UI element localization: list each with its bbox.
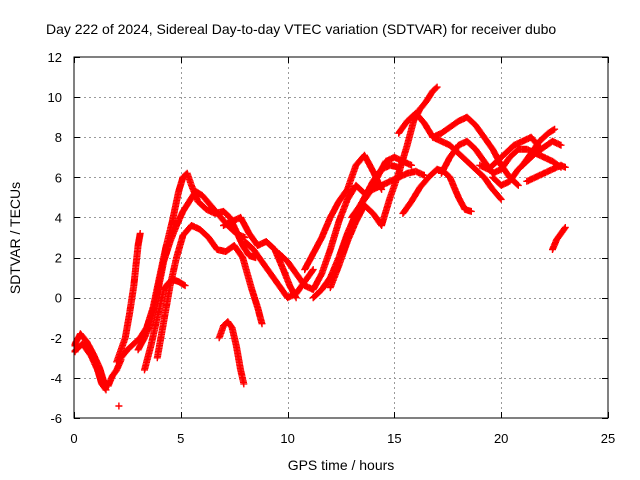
- series-track-2: [71, 340, 110, 394]
- plus-markers: [476, 133, 544, 173]
- series-track-4: [115, 402, 123, 410]
- series-track-25: [523, 161, 569, 185]
- y-tick-label: 2: [55, 251, 62, 266]
- y-axis-label: SDTVAR / TECUs: [7, 182, 23, 294]
- y-tick-label: -4: [50, 371, 62, 386]
- y-tick-label: 8: [55, 130, 62, 145]
- plus-markers: [115, 402, 123, 410]
- series-track-8: [153, 222, 266, 362]
- series-track-11: [241, 238, 317, 302]
- plus-markers: [326, 169, 403, 292]
- y-tick-label: -6: [50, 411, 62, 426]
- x-tick-label: 0: [70, 431, 77, 446]
- x-tick-label: 10: [280, 431, 294, 446]
- series-track-17: [395, 83, 441, 177]
- x-axis-label: GPS time / hours: [288, 457, 395, 473]
- y-tick-label: 10: [48, 90, 62, 105]
- data-points: [71, 83, 569, 410]
- x-tick-label: 15: [387, 431, 401, 446]
- series-track-26: [549, 224, 569, 253]
- x-tick-label: 25: [601, 431, 615, 446]
- series-track-10: [220, 213, 300, 302]
- y-tick-label: 6: [55, 170, 62, 185]
- plus-markers: [437, 137, 565, 177]
- series-track-21: [437, 137, 565, 177]
- plus-markers: [71, 340, 110, 394]
- plus-markers: [519, 125, 559, 169]
- chart-grid: [74, 57, 608, 418]
- series-track-9: [215, 318, 248, 388]
- plus-markers: [241, 238, 317, 302]
- series-track-13: [301, 151, 386, 274]
- plus-markers: [113, 230, 144, 366]
- series-track-22: [476, 133, 544, 173]
- y-tick-labels: -6 -4 -2 0 2 4 6 8 10 12: [48, 50, 62, 426]
- y-tick-label: 0: [55, 291, 62, 306]
- y-tick-label: -2: [50, 331, 62, 346]
- series-track-3: [113, 230, 144, 366]
- y-tick-label: 4: [55, 210, 62, 225]
- plot-frame: [73, 56, 609, 419]
- x-tick-label: 5: [177, 431, 184, 446]
- plus-markers: [549, 224, 569, 253]
- x-tick-label: 20: [494, 431, 508, 446]
- plus-markers: [215, 318, 248, 388]
- y-tick-label: 12: [48, 50, 62, 65]
- plus-markers: [301, 151, 386, 274]
- chart-title: Day 222 of 2024, Sidereal Day-to-day VTE…: [46, 21, 556, 37]
- axis-ticks: [74, 57, 609, 419]
- plus-markers: [220, 213, 300, 302]
- plus-markers: [523, 161, 569, 185]
- series-track-15: [326, 169, 403, 292]
- plus-markers: [153, 222, 266, 362]
- plus-markers: [395, 83, 441, 177]
- series-track-24: [519, 125, 559, 169]
- x-tick-labels: 0 5 10 15 20 25: [70, 431, 615, 446]
